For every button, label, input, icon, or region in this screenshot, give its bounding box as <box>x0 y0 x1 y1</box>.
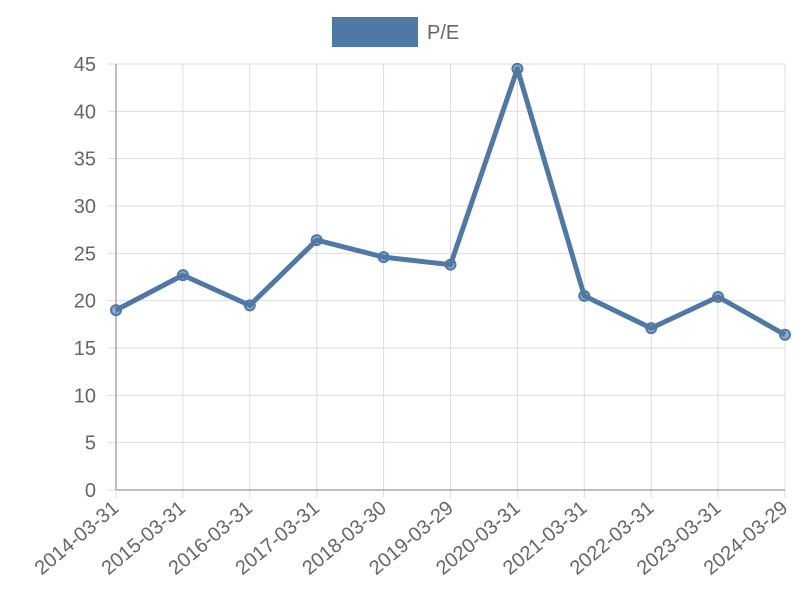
y-tick-label: 10 <box>74 385 96 407</box>
legend-swatch <box>332 17 418 47</box>
y-tick-label: 35 <box>74 149 96 171</box>
point <box>645 322 658 335</box>
point <box>712 290 725 303</box>
y-tick-label: 20 <box>74 291 96 313</box>
point <box>444 258 457 271</box>
legend-label: P/E <box>427 22 459 44</box>
y-tick-label: 0 <box>85 480 96 502</box>
y-tick-label: 15 <box>74 338 96 360</box>
point <box>578 289 591 302</box>
y-tick-label: 40 <box>74 101 96 123</box>
point <box>110 304 122 317</box>
point <box>511 62 524 75</box>
y-tick-label: 25 <box>74 243 96 265</box>
point <box>377 251 390 264</box>
point <box>176 269 189 282</box>
point <box>310 234 323 247</box>
point <box>779 328 791 341</box>
y-tick-label: 30 <box>74 196 96 218</box>
y-tick-label: 5 <box>85 433 96 455</box>
point <box>243 299 256 312</box>
y-tick-label: 45 <box>74 54 96 76</box>
